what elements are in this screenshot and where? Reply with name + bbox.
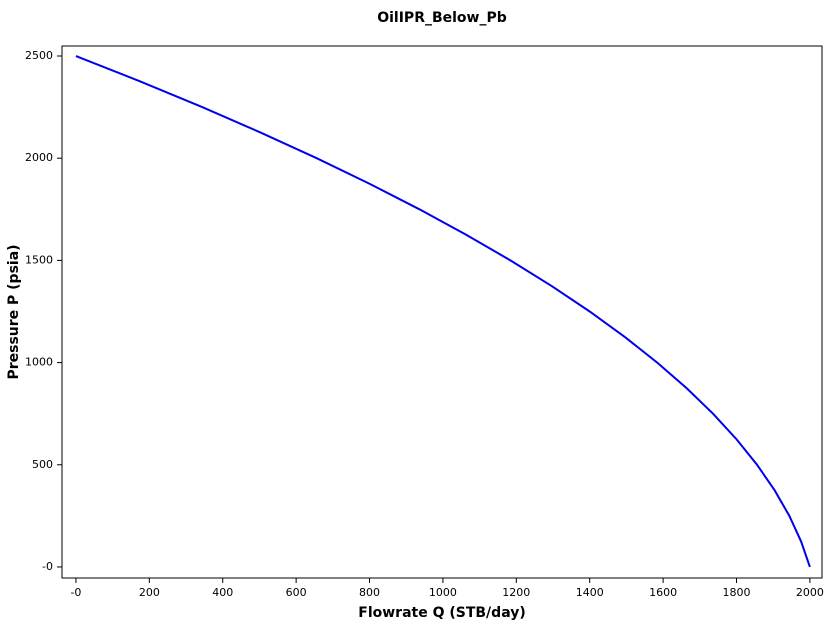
chart-title: OilIPR_Below_Pb	[377, 10, 507, 26]
x-tick-label: 400	[212, 586, 233, 599]
y-tick-label: 2500	[25, 49, 53, 62]
x-tick-label: 800	[359, 586, 380, 599]
x-tick-label: 1400	[576, 586, 604, 599]
y-tick-label: 1000	[25, 356, 53, 369]
ipr-curve	[75, 55, 811, 568]
plot-frame	[61, 45, 823, 579]
y-axis-label: Pressure P (psia)	[6, 244, 22, 379]
x-tick-label: 600	[286, 586, 307, 599]
x-tick-label: 1600	[649, 586, 677, 599]
y-tick-label: 1500	[25, 253, 53, 266]
y-tick-label: 500	[32, 458, 53, 471]
x-axis-label: Flowrate Q (STB/day)	[358, 605, 525, 621]
x-tick-label: 1800	[722, 586, 750, 599]
x-tick-label: 200	[139, 586, 160, 599]
x-tick-label: -0	[70, 586, 81, 599]
y-tick-label: 2000	[25, 151, 53, 164]
x-tick-label: 2000	[796, 586, 824, 599]
y-tick-label: -0	[42, 560, 53, 573]
x-tick-label: 1200	[502, 586, 530, 599]
x-tick-label: 1000	[429, 586, 457, 599]
